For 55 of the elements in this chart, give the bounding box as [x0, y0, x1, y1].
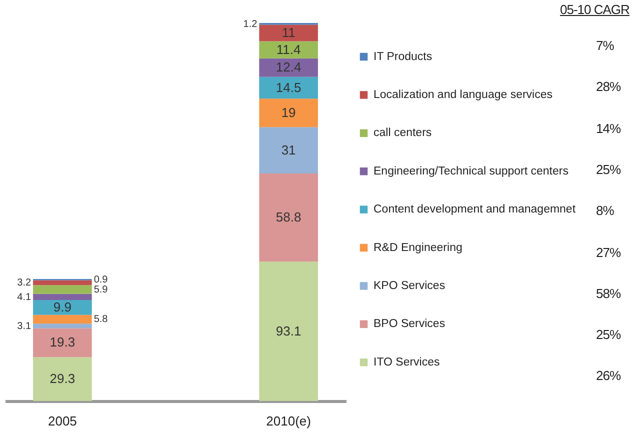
data-label: 29.3: [50, 371, 76, 386]
legend-label: Engineering/Technical support centers: [374, 165, 569, 178]
data-label: 11: [282, 25, 296, 40]
bar: [259, 24, 318, 42]
legend-label: call centers: [374, 127, 432, 140]
data-label: 3.1: [17, 320, 32, 332]
legend-label: R&D Engineering: [374, 242, 462, 254]
bar: [33, 285, 92, 294]
bar: [33, 324, 92, 328]
data-label: 19.3: [50, 334, 76, 350]
bar: [259, 262, 318, 401]
data-label: 5.8: [94, 314, 108, 326]
data-label: 14.5: [276, 80, 302, 95]
text: 25%: [596, 327, 621, 342]
legend-label: Localization and language services: [374, 88, 553, 101]
bar: [259, 98, 318, 128]
bar: [33, 328, 92, 358]
data-label: 4.1: [17, 292, 32, 303]
data-label: 31: [281, 142, 296, 158]
text: 05-10 CAGR: [560, 2, 630, 17]
text: 26%: [596, 368, 621, 384]
x-tick-label: 2010(e): [266, 414, 311, 428]
text: 58%: [596, 286, 621, 301]
bar: [33, 357, 92, 401]
bar: [259, 174, 318, 262]
bar: [259, 127, 318, 174]
text: 28%: [596, 79, 621, 94]
bar: [259, 58, 318, 77]
text: 14%: [596, 120, 621, 136]
legend-label: Content development and managemnet: [374, 204, 576, 216]
legend-label: BPO Services: [374, 318, 446, 330]
text: 27%: [596, 244, 621, 260]
bar: [33, 314, 92, 324]
text: 7%: [596, 38, 614, 53]
bar: [33, 300, 92, 315]
data-label: 19: [281, 104, 296, 120]
data-label: 11.4: [276, 42, 301, 57]
data-label: 58.8: [276, 210, 302, 225]
data-label: 9.9: [53, 299, 72, 314]
bar: [259, 41, 318, 58]
legend-label: KPO Services: [374, 280, 446, 292]
bar: [33, 294, 92, 300]
legend-label: IT Products: [374, 50, 432, 63]
legend-label: ITO Services: [374, 356, 440, 368]
bar: [259, 76, 318, 99]
data-label: 0.9: [94, 274, 108, 286]
bar: [33, 280, 92, 286]
data-label: 5.9: [94, 284, 108, 296]
x-tick-label: 2005: [48, 414, 77, 428]
text: 8%: [596, 203, 614, 218]
text: 25%: [596, 162, 621, 177]
data-label: 12.4: [276, 60, 302, 75]
data-label: 93.1: [276, 323, 302, 338]
data-label: 1.2: [243, 18, 258, 30]
data-label: 3.2: [17, 278, 32, 289]
